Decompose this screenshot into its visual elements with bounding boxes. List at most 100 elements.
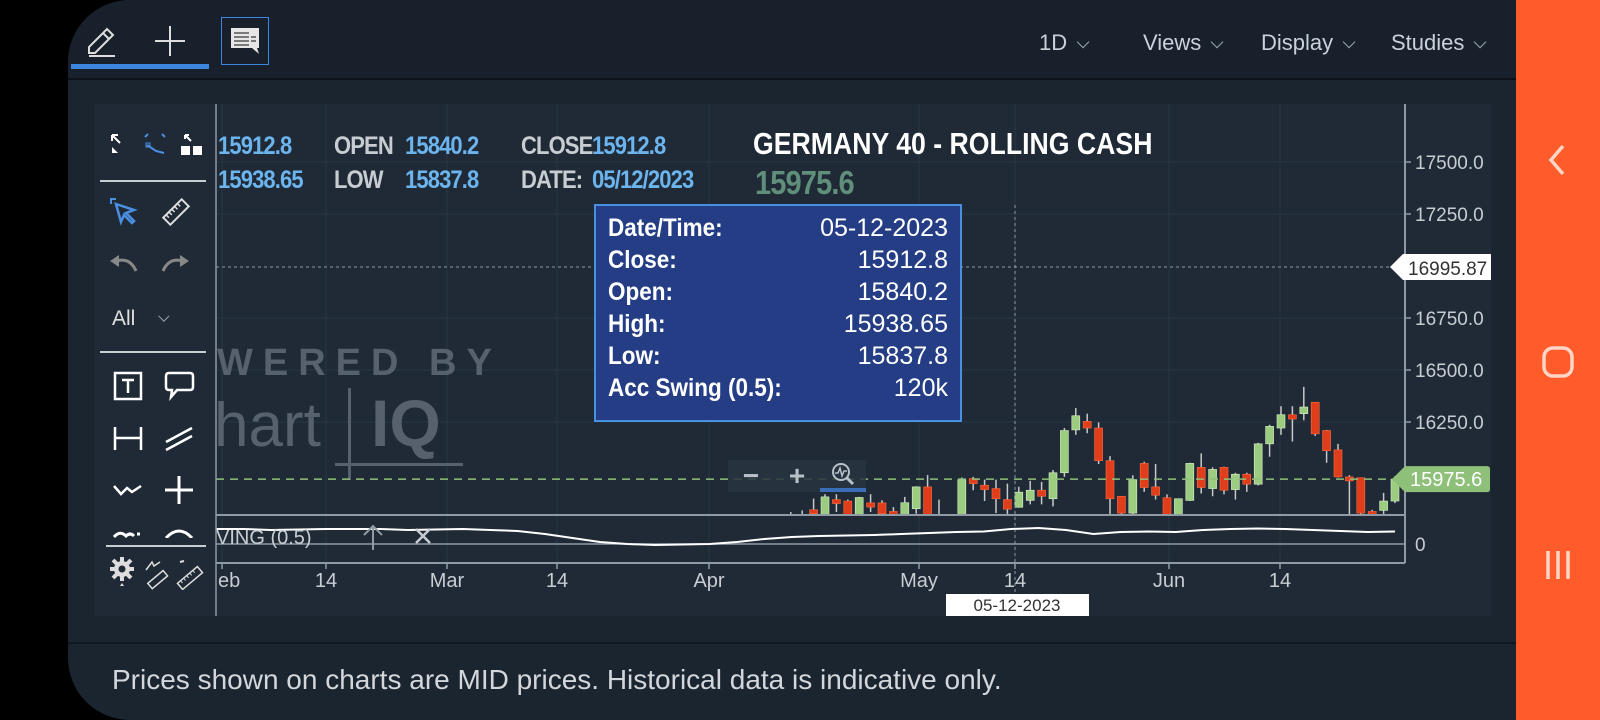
tooltip-row-open: Open: 15840.2 — [608, 278, 948, 310]
channel-tool[interactable] — [163, 422, 195, 454]
fullscreen-button[interactable] — [178, 130, 206, 158]
tooltip-value: 15840.2 — [857, 278, 948, 306]
x-tick-label: eb — [218, 570, 240, 592]
candle-up — [820, 496, 830, 515]
candle-down — [843, 500, 853, 515]
candle-up — [1014, 491, 1024, 508]
zoom-reset-button[interactable] — [820, 460, 866, 492]
x-tick-label: Jun — [1153, 570, 1185, 592]
fullscreen-icon — [181, 134, 202, 155]
views-menu[interactable]: Views — [1143, 30, 1224, 56]
measure-tool[interactable] — [160, 196, 192, 228]
gear-icon — [110, 557, 134, 586]
candle-up — [1276, 414, 1286, 429]
redo-button[interactable] — [159, 248, 191, 278]
candle-up — [854, 497, 864, 515]
candle-up — [1379, 500, 1388, 511]
candle-down — [923, 486, 932, 515]
tooltip-label: Low: — [608, 342, 661, 370]
crosshair-price-text: 16995.87 — [1408, 259, 1487, 280]
undo-button[interactable] — [108, 248, 140, 278]
drawing-settings-button[interactable] — [142, 556, 172, 590]
top-toolbar: 1D Views Display Studies — [68, 0, 1516, 80]
indicator-zero-tick: 0 — [1415, 535, 1426, 556]
recents-button[interactable] — [1538, 545, 1578, 585]
header-high-value: 15912.8 — [218, 132, 292, 160]
display-menu[interactable]: Display — [1261, 30, 1356, 56]
x-tick-label: May — [900, 570, 938, 592]
indicator-label: VING (0.5) — [216, 527, 312, 549]
y-axis[interactable]: 17500.0 17250.0 16750.0 16500.0 16250.0 — [1405, 153, 1484, 434]
zoom-in-button[interactable]: + — [788, 460, 806, 491]
candle-up — [1128, 479, 1138, 514]
header-high2-value: 15938.65 — [218, 166, 304, 194]
select-crosshair-button[interactable] — [141, 130, 169, 158]
crosshair-tool[interactable] — [163, 474, 195, 506]
tools-divider — [106, 545, 206, 547]
interval-menu[interactable]: 1D — [1039, 30, 1090, 56]
candle-up — [1048, 472, 1058, 500]
candle-down — [1094, 427, 1103, 461]
wave-tool[interactable] — [112, 474, 144, 506]
header-last-price: 15975.6 — [755, 164, 855, 201]
expand-button[interactable] — [107, 130, 135, 158]
candle-down — [1003, 499, 1012, 510]
tooltip-value: 120k — [893, 374, 948, 402]
candle-down — [1082, 421, 1092, 429]
footer-divider — [68, 642, 1516, 644]
candle-up — [787, 532, 795, 536]
tooltip-row-high: High: 15938.65 — [608, 310, 948, 342]
x-tick-label: 14 — [315, 570, 337, 592]
y-tick-label: 16750.0 — [1415, 309, 1484, 330]
settings-button[interactable] — [108, 556, 136, 588]
studies-label: Studies — [1391, 30, 1465, 55]
measure-line-tool[interactable] — [112, 422, 144, 454]
measure-settings-button[interactable] — [174, 556, 204, 590]
indicator-close-icon[interactable] — [415, 528, 431, 544]
back-button[interactable] — [1538, 140, 1578, 180]
x-tick-label: 14 — [546, 570, 568, 592]
watermark-text: hart — [214, 391, 321, 460]
system-nav-bar — [1516, 0, 1600, 720]
x-axis[interactable]: eb 14 Mar 14 Apr May 14 Jun 14 — [218, 563, 1291, 592]
redo-icon — [161, 255, 189, 272]
arc-tool[interactable] — [163, 526, 195, 538]
crosshair-tab[interactable] — [147, 18, 193, 64]
freeform-tool[interactable] — [112, 528, 144, 538]
comment-tab[interactable] — [221, 17, 269, 65]
candle-up — [911, 486, 921, 510]
indicator-up-icon[interactable] — [363, 524, 383, 550]
tool-filter-select[interactable]: All — [112, 304, 202, 334]
zoom-out-button[interactable]: − — [742, 460, 760, 491]
home-button[interactable] — [1538, 342, 1578, 382]
tooltip-label: Close: — [608, 246, 677, 274]
magnify-chart-icon — [832, 463, 855, 486]
draw-tab[interactable] — [78, 18, 124, 64]
candle-down — [980, 484, 989, 490]
interval-label: 1D — [1039, 30, 1068, 55]
acc-swing-line — [216, 526, 1396, 547]
callout-tool[interactable] — [163, 370, 195, 402]
comment-icon — [231, 28, 259, 54]
header-date-label: DATE: — [521, 166, 583, 194]
y-tick-label: 17250.0 — [1415, 205, 1484, 226]
text-tool[interactable] — [112, 370, 144, 402]
select-crosshair-icon — [144, 133, 166, 154]
home-icon — [1542, 346, 1574, 378]
tooltip-label: High: — [608, 310, 666, 338]
candle-down — [877, 502, 887, 515]
select-tool[interactable] — [108, 196, 140, 228]
tooltip-label: Open: — [608, 278, 673, 306]
tool-filter-label: All — [112, 307, 136, 330]
header-low-label: LOW — [334, 166, 384, 194]
candle-down — [1196, 467, 1206, 488]
candle-up — [1265, 426, 1274, 445]
studies-menu[interactable]: Studies — [1391, 30, 1487, 56]
y-tick-label: 17500.0 — [1415, 153, 1484, 174]
candle-down — [1367, 511, 1377, 515]
tooltip-label: Date/Time: — [608, 214, 723, 242]
data-tooltip: Date/Time: 05-12-2023 Close: 15912.8 Open:… — [594, 204, 962, 422]
y-tick-label: 16250.0 — [1415, 413, 1484, 434]
tooltip-value: 05-12-2023 — [820, 214, 948, 242]
